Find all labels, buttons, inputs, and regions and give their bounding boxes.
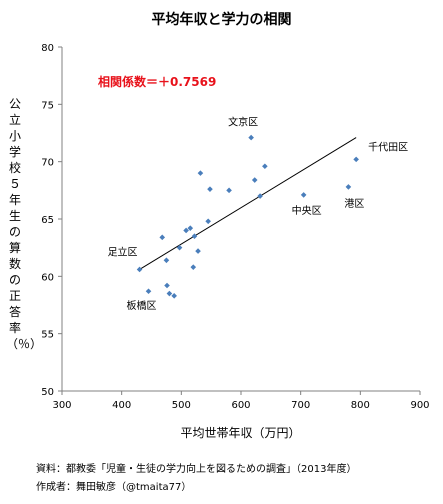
point-label: 文京区 [228, 116, 258, 129]
x-tick-label: 600 [231, 400, 250, 411]
data-point [262, 163, 268, 170]
x-tick-label: 500 [172, 400, 191, 411]
y-tick-label: 70 [41, 158, 54, 169]
data-point [353, 156, 359, 163]
data-point [248, 134, 254, 141]
point-label: 板橋区 [127, 299, 157, 312]
data-point [166, 290, 173, 297]
data-point [183, 227, 189, 234]
data-point [159, 234, 166, 241]
data-point [163, 257, 170, 264]
point-label: 足立区 [108, 245, 138, 258]
data-point [136, 266, 143, 273]
data-point [191, 233, 198, 239]
y-tick-label: 60 [41, 272, 54, 283]
data-point [197, 170, 204, 176]
data-point [187, 225, 194, 231]
point-label: 中央区 [292, 204, 322, 217]
data-point [176, 244, 183, 251]
data-point [195, 248, 201, 254]
y-tick-label: 75 [41, 100, 54, 111]
point-label: 千代田区 [368, 141, 408, 153]
data-point [251, 177, 258, 183]
y-tick-label: 55 [41, 330, 54, 341]
x-tick-label: 400 [112, 400, 131, 411]
data-point [345, 184, 352, 190]
data-point [190, 264, 197, 270]
data-point [164, 282, 170, 289]
correlation-annotation: 相関係数＝＋0.7569 [98, 74, 216, 89]
data-point [171, 293, 177, 299]
data-point [207, 186, 213, 192]
y-tick-label: 80 [41, 43, 54, 54]
x-tick-label: 700 [291, 400, 310, 411]
y-axis-label: 公立小学校５年生の算数の正答率（％） [6, 97, 43, 351]
author-note: 作成者：舞田敏彦（@tmaita77） [36, 482, 192, 493]
x-tick-label: 900 [410, 400, 429, 411]
point-label: 港区 [344, 198, 364, 210]
trend-line [139, 137, 357, 270]
x-axis-label: 平均世帯年収（万円） [180, 426, 301, 440]
data-point [145, 288, 152, 295]
data-point [205, 218, 211, 225]
data-point [257, 193, 263, 199]
x-tick-label: 300 [52, 400, 71, 411]
y-tick-label: 65 [41, 215, 54, 226]
chart-title: 平均年収と学力の相関 [151, 12, 292, 28]
data-point [226, 187, 232, 194]
y-tick-label: 50 [41, 387, 54, 398]
source-note: 資料：都教委「児童・生徒の学力向上を図るための調査」（2013年度） [36, 464, 357, 475]
data-point [300, 192, 307, 198]
x-tick-label: 800 [351, 400, 370, 411]
